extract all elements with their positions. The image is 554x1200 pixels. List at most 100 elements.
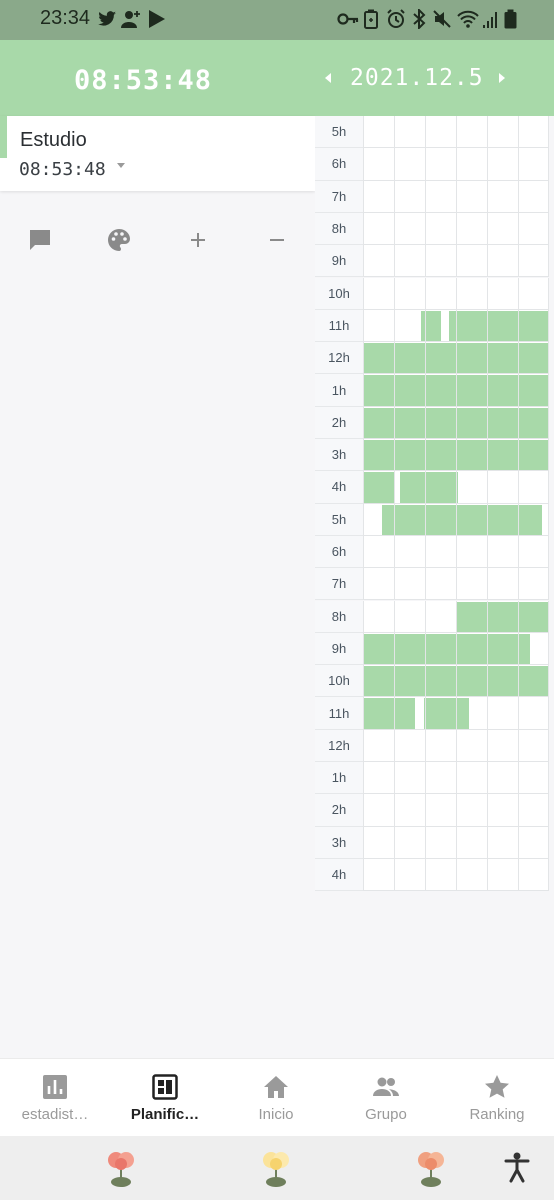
planner-row[interactable]: 11h (315, 697, 550, 730)
hour-cells[interactable] (363, 212, 549, 246)
hour-cells[interactable] (363, 697, 549, 730)
planner-row[interactable]: 9h (315, 632, 550, 666)
grid-divider (518, 826, 519, 859)
yellow-flower-icon[interactable] (259, 1146, 293, 1188)
grid-divider (518, 148, 519, 181)
planner-row[interactable]: 7h (315, 568, 550, 601)
hour-label: 6h (315, 148, 363, 181)
hour-cells[interactable] (363, 309, 549, 343)
status-bar: 23:34 (0, 0, 554, 40)
hour-cells[interactable] (363, 729, 549, 762)
grid-divider (425, 568, 426, 601)
grid-divider (425, 729, 426, 762)
hour-cells[interactable] (363, 374, 549, 407)
planner-row[interactable]: 7h (315, 180, 550, 213)
nav-item-planificador[interactable]: Planific… (110, 1059, 220, 1137)
planner-row[interactable]: 10h (315, 277, 550, 310)
hour-cells[interactable] (363, 568, 549, 601)
grid-divider (548, 762, 549, 795)
planner-row[interactable]: 6h (315, 535, 550, 569)
grid-divider (363, 535, 364, 569)
planner-row[interactable]: 2h (315, 406, 550, 439)
grid-divider (518, 277, 519, 310)
grid-divider (456, 277, 457, 310)
signal-icon (483, 12, 497, 28)
hour-cells[interactable] (363, 116, 549, 149)
planner-row[interactable]: 8h (315, 600, 550, 633)
grid-divider (394, 632, 395, 666)
nav-item-ranking[interactable]: Ranking (442, 1059, 552, 1137)
hour-cells[interactable] (363, 439, 549, 472)
grid-divider (363, 599, 549, 601)
chevron-down-icon[interactable] (116, 160, 126, 170)
planner-row[interactable]: 1h (315, 374, 550, 407)
planner-row[interactable]: 10h (315, 665, 550, 698)
planner-row[interactable]: 5h (315, 503, 550, 536)
hour-cells[interactable] (363, 794, 549, 827)
studied-block (456, 601, 549, 632)
grid-divider (394, 729, 395, 762)
hour-cells[interactable] (363, 762, 549, 795)
grid-divider (518, 406, 519, 439)
planner-row[interactable]: 12h (315, 729, 550, 762)
grid-divider (363, 470, 549, 472)
minus-icon[interactable] (264, 227, 290, 253)
grid-divider (394, 116, 395, 149)
planner-row[interactable]: 2h (315, 794, 550, 827)
planner-row[interactable]: 4h (315, 858, 550, 892)
planner-row[interactable]: 11h (315, 309, 550, 343)
hour-cells[interactable] (363, 665, 549, 698)
hour-label: 5h (315, 116, 363, 149)
hour-cells[interactable] (363, 406, 549, 439)
planner-row[interactable]: 8h (315, 212, 550, 246)
hour-cells[interactable] (363, 180, 549, 213)
nav-item-estadisticas[interactable]: estadist… (0, 1059, 110, 1137)
hour-cells[interactable] (363, 277, 549, 310)
hour-label: 10h (315, 665, 363, 698)
planner-row[interactable]: 4h (315, 471, 550, 504)
hour-cells[interactable] (363, 535, 549, 569)
planner-row[interactable]: 6h (315, 148, 550, 181)
grid-divider (487, 762, 488, 795)
grid-divider (425, 665, 426, 698)
comment-icon[interactable] (27, 227, 53, 253)
hour-cells[interactable] (363, 471, 549, 504)
red-flower-icon[interactable] (104, 1146, 138, 1188)
studied-block (363, 472, 395, 503)
planner-row[interactable]: 5h (315, 116, 550, 149)
hour-cells[interactable] (363, 503, 549, 536)
mute-icon (433, 10, 451, 28)
planner-row[interactable]: 1h (315, 762, 550, 795)
hour-cells[interactable] (363, 342, 549, 375)
grid-divider (548, 535, 549, 569)
next-date-icon[interactable] (494, 70, 510, 86)
nav-item-grupo[interactable]: Grupo (331, 1059, 441, 1137)
palette-icon[interactable] (106, 227, 132, 253)
hour-cells[interactable] (363, 245, 549, 278)
grid-divider (363, 437, 549, 439)
hour-cells[interactable] (363, 148, 549, 181)
previous-date-icon[interactable] (320, 70, 336, 86)
grid-divider (394, 309, 395, 343)
planner-row[interactable]: 3h (315, 439, 550, 472)
nav-item-inicio[interactable]: Inicio (221, 1059, 331, 1137)
accessibility-icon[interactable] (503, 1151, 531, 1183)
subject-card[interactable]: Estudio 08:53:48 (0, 116, 315, 191)
hour-cells[interactable] (363, 632, 549, 666)
status-time: 23:34 (40, 7, 91, 29)
grid-divider (363, 890, 549, 892)
hour-cells[interactable] (363, 600, 549, 633)
planner-row[interactable]: 3h (315, 826, 550, 859)
current-date[interactable]: 2021.12.5 (350, 65, 484, 91)
grid-divider (487, 503, 488, 536)
grid-divider (548, 826, 549, 859)
grid-divider (394, 568, 395, 601)
grid-divider (487, 309, 488, 343)
planner-row[interactable]: 12h (315, 342, 550, 375)
hour-cells[interactable] (363, 826, 549, 859)
orange-flower-icon[interactable] (414, 1146, 448, 1188)
plus-icon[interactable] (185, 227, 211, 253)
hour-cells[interactable] (363, 858, 549, 892)
planner-row[interactable]: 9h (315, 245, 550, 278)
grid-divider (518, 245, 519, 278)
